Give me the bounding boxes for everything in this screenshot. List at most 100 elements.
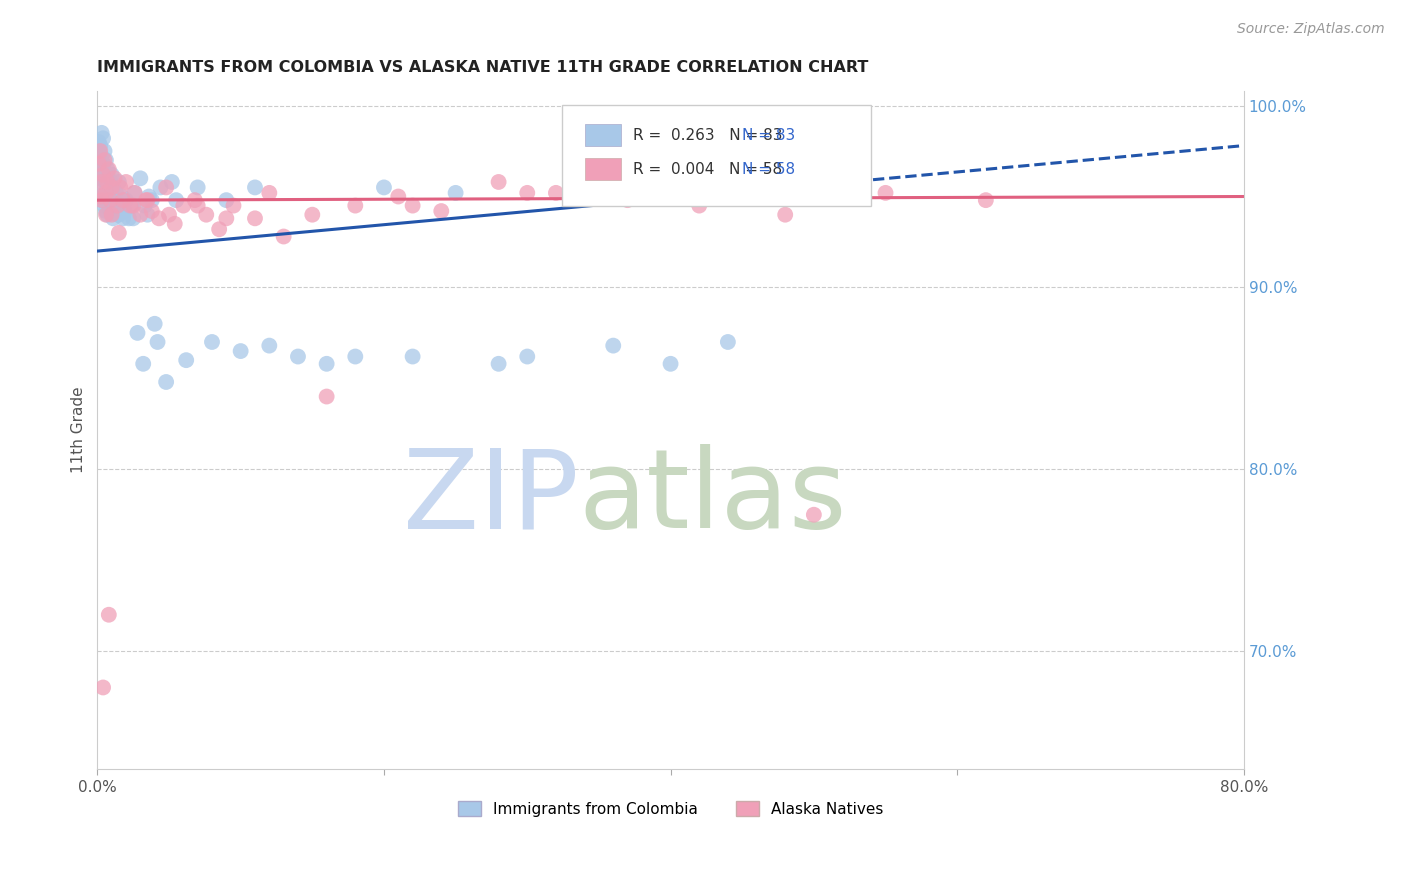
Point	[174, 353, 197, 368]
Point	[387, 189, 409, 203]
Point	[91, 131, 114, 145]
Point	[143, 317, 166, 331]
Point	[134, 198, 156, 212]
Text: N = 58: N = 58	[741, 161, 794, 177]
Point	[91, 168, 114, 182]
Point	[803, 508, 825, 522]
Point	[89, 162, 111, 177]
Point	[94, 208, 117, 222]
Point	[315, 390, 337, 404]
Point	[773, 208, 796, 222]
Y-axis label: 11th Grade: 11th Grade	[72, 387, 86, 474]
Text: N = 83: N = 83	[741, 128, 794, 143]
Point	[124, 186, 146, 200]
Point	[96, 208, 118, 222]
Point	[201, 334, 224, 349]
Point	[135, 193, 157, 207]
Point	[96, 175, 118, 189]
Point	[616, 193, 638, 207]
Point	[110, 198, 132, 212]
Point	[229, 344, 252, 359]
Text: R =  0.004   N = 58: R = 0.004 N = 58	[633, 161, 782, 177]
Point	[122, 198, 145, 212]
Point	[430, 204, 453, 219]
Point	[488, 357, 510, 371]
FancyBboxPatch shape	[585, 158, 621, 180]
Point	[103, 171, 125, 186]
Point	[875, 186, 897, 200]
Point	[136, 193, 159, 207]
Point	[90, 193, 112, 207]
Point	[100, 168, 122, 182]
Point	[115, 193, 138, 207]
Point	[107, 208, 129, 222]
Point	[122, 211, 145, 226]
Point	[155, 180, 177, 194]
Point	[118, 211, 141, 226]
Point	[344, 350, 367, 364]
Point	[87, 144, 110, 158]
Point	[87, 153, 110, 168]
Point	[100, 198, 122, 212]
Point	[89, 138, 111, 153]
Point	[89, 144, 111, 158]
Point	[215, 211, 238, 226]
Point	[112, 193, 135, 207]
Point	[315, 357, 337, 371]
Text: R =  0.263   N = 83: R = 0.263 N = 83	[633, 128, 782, 143]
Point	[90, 149, 112, 163]
Point	[91, 157, 114, 171]
Point	[97, 171, 120, 186]
Point	[112, 211, 135, 226]
Point	[149, 180, 172, 194]
Point	[222, 198, 245, 212]
Point	[108, 175, 131, 189]
Point	[165, 193, 187, 207]
Point	[111, 189, 134, 203]
Point	[90, 162, 112, 177]
Point	[115, 175, 138, 189]
Point	[97, 193, 120, 207]
Point	[93, 144, 115, 158]
Point	[187, 180, 209, 194]
Point	[129, 171, 152, 186]
Point	[659, 357, 682, 371]
Point	[243, 211, 266, 226]
Point	[259, 186, 281, 200]
Point	[114, 204, 136, 219]
Point	[717, 334, 740, 349]
Point	[87, 157, 110, 171]
Point	[444, 186, 467, 200]
Point	[94, 175, 117, 189]
Point	[287, 350, 309, 364]
Text: IMMIGRANTS FROM COLOMBIA VS ALASKA NATIVE 11TH GRADE CORRELATION CHART: IMMIGRANTS FROM COLOMBIA VS ALASKA NATIV…	[97, 60, 869, 75]
Point	[560, 180, 582, 194]
Point	[488, 175, 510, 189]
Point	[146, 334, 169, 349]
Point	[141, 204, 163, 219]
Point	[516, 186, 538, 200]
Point	[87, 168, 110, 182]
Point	[127, 326, 149, 340]
Point	[94, 204, 117, 219]
Point	[94, 153, 117, 168]
Point	[121, 198, 143, 212]
Point	[136, 208, 159, 222]
Point	[544, 186, 567, 200]
Point	[773, 162, 796, 177]
Point	[401, 198, 423, 212]
Point	[108, 226, 131, 240]
Point	[602, 338, 624, 352]
Point	[91, 157, 114, 171]
Point	[103, 193, 125, 207]
Point	[89, 189, 111, 203]
Point	[373, 180, 395, 194]
Point	[243, 180, 266, 194]
Point	[89, 171, 111, 186]
Point	[98, 175, 121, 189]
Point	[215, 193, 238, 207]
Point	[163, 217, 186, 231]
Point	[101, 211, 124, 226]
Point	[516, 350, 538, 364]
Point	[100, 208, 122, 222]
